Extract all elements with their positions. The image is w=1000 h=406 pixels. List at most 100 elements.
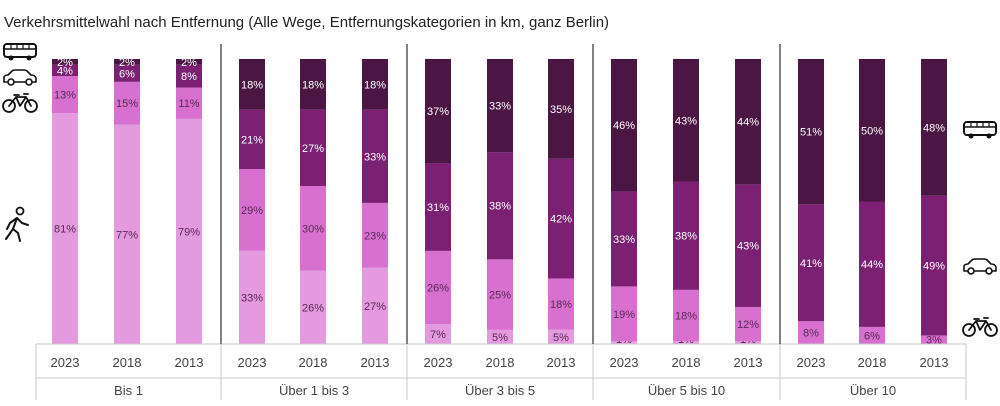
data-label-pt: 18% [364, 79, 386, 91]
bar-segment-car [239, 109, 265, 170]
year-tick-label: 2018 [486, 355, 515, 370]
data-label-car: 6% [119, 68, 135, 80]
bar-segment-pt [114, 59, 140, 65]
data-label-walk: 79% [178, 226, 200, 238]
bus-icon [963, 121, 997, 139]
data-label-car: 8% [181, 71, 197, 83]
bar-segment-bike [487, 259, 513, 330]
bar-segment-bike [239, 169, 265, 251]
bike-icon [962, 317, 998, 337]
data-label-bike: 19% [613, 309, 635, 321]
year-tick-label: 2018 [858, 355, 887, 370]
bar-segment-bike [735, 306, 761, 342]
data-label-bike: 13% [54, 90, 76, 102]
data-label-car: 38% [489, 201, 511, 213]
data-label-bike: 25% [489, 290, 511, 302]
year-tick-label: 2023 [51, 355, 80, 370]
data-label-bike: 12% [737, 319, 759, 331]
data-label-car: 33% [364, 151, 386, 163]
bar-segment-car [921, 195, 947, 336]
bar-segment-bike [176, 87, 202, 119]
data-label-car: 4% [57, 65, 73, 77]
bars-layer: 81%13%4%2%77%15%6%2%79%11%8%2%33%29%21%1… [52, 57, 947, 347]
data-label-walk: 5% [553, 332, 569, 344]
data-label-pt: 46% [613, 120, 635, 132]
year-tick-label: 2018 [672, 355, 701, 370]
bar-segment-walk [673, 341, 699, 344]
year-tick-label: 2013 [734, 355, 763, 370]
year-tick-label: 2023 [797, 355, 826, 370]
data-label-pt: 33% [489, 101, 511, 113]
data-label-pt: 35% [550, 104, 572, 116]
year-tick-label: 2013 [547, 355, 576, 370]
chart-title: Verkehrsmittelwahl nach Entfernung (Alle… [4, 14, 609, 31]
bar-segment-car [300, 109, 326, 186]
bar-segment-bike [425, 250, 451, 325]
bar-segment-walk [114, 124, 140, 344]
bar-segment-walk [176, 118, 202, 344]
bar-segment-bike [859, 326, 885, 344]
bar-segment-car [673, 181, 699, 290]
bus-icon [3, 43, 37, 61]
bar-segment-pt [239, 59, 265, 110]
bar-segment-walk [487, 329, 513, 344]
bar-segment-car [735, 184, 761, 307]
bar-segment-walk [52, 113, 78, 345]
data-label-walk: 7% [430, 329, 446, 341]
data-label-car: 49% [923, 261, 945, 273]
data-label-bike: 18% [675, 311, 697, 323]
bar-segment-pt [300, 59, 326, 110]
year-tick-label: 2018 [299, 355, 328, 370]
year-tick-label: 2023 [610, 355, 639, 370]
data-label-bike: 15% [116, 98, 138, 110]
data-label-pt: 43% [675, 115, 697, 127]
year-tick-label: 2023 [424, 355, 453, 370]
bar-segment-bike [114, 81, 140, 125]
walk-icon [5, 206, 29, 242]
bar-segment-car [487, 152, 513, 260]
car-icon [3, 69, 37, 86]
data-label-car: 41% [800, 258, 822, 270]
bar-segment-car [52, 64, 78, 77]
data-label-car: 42% [550, 214, 572, 226]
group-category-label: Über 1 bis 3 [279, 383, 349, 398]
group-category-label: Bis 1 [114, 383, 143, 398]
year-tick-label: 2023 [238, 355, 267, 370]
data-label-walk: 81% [54, 224, 76, 236]
bike-icon [2, 93, 38, 113]
car-icon [963, 258, 997, 275]
bar-segment-car [425, 163, 451, 251]
data-label-car: 31% [427, 202, 449, 214]
bar-segment-bike [548, 278, 574, 330]
bar-segment-car [548, 158, 574, 279]
bar-segment-pt [673, 59, 699, 182]
bar-segment-pt [176, 59, 202, 65]
data-label-pt: 18% [302, 79, 324, 91]
icons-layer [2, 43, 998, 337]
data-label-bike: 23% [364, 230, 386, 242]
year-tick-label: 2013 [361, 355, 390, 370]
bar-segment-walk [611, 341, 637, 344]
data-label-car: 44% [861, 259, 883, 271]
bar-segment-pt [362, 59, 388, 110]
data-label-bike: 30% [302, 223, 324, 235]
bar-segment-walk [425, 324, 451, 344]
bar-segment-bike [673, 289, 699, 342]
data-label-walk: 77% [116, 229, 138, 241]
bar-segment-bike [798, 321, 824, 344]
data-label-car: 43% [737, 241, 759, 253]
bar-segment-walk [239, 250, 265, 344]
data-label-pt: 18% [241, 79, 263, 91]
data-label-walk: 26% [302, 302, 324, 314]
year-tick-label: 2013 [920, 355, 949, 370]
bar-segment-walk [362, 267, 388, 344]
bar-segment-bike [921, 335, 947, 344]
bar-segment-pt [611, 59, 637, 192]
bar-segment-walk [735, 341, 761, 344]
data-label-pt: 48% [923, 122, 945, 134]
bar-segment-bike [611, 286, 637, 342]
data-label-car: 27% [302, 143, 324, 155]
group-category-label: Über 5 bis 10 [648, 383, 725, 398]
